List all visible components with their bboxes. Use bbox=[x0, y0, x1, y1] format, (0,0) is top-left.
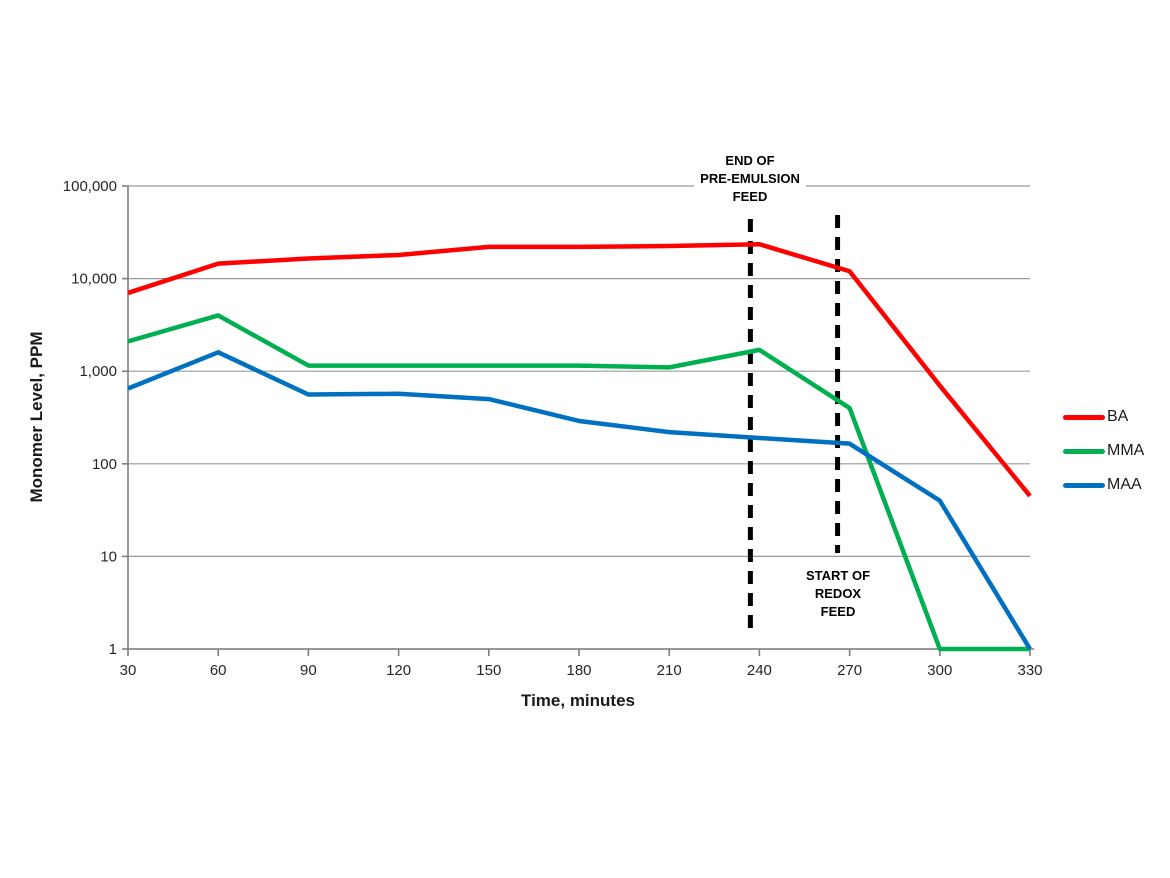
series-BA-line bbox=[127, 241, 1032, 498]
x-tick-label: 90 bbox=[300, 662, 317, 679]
y-tick-label: 1,000 bbox=[79, 363, 117, 380]
legend-item-MAA: MAA bbox=[1063, 468, 1144, 502]
y-tick-label: 100,000 bbox=[63, 178, 117, 195]
legend-swatch-MAA bbox=[1063, 482, 1105, 488]
x-axis-title: Time, minutes bbox=[521, 691, 635, 710]
x-tick-label: 150 bbox=[476, 662, 501, 679]
y-tick-label: 1 bbox=[109, 641, 117, 658]
x-tick-label: 30 bbox=[120, 662, 137, 679]
x-tick-label: 300 bbox=[927, 662, 952, 679]
legend-swatch-MMA bbox=[1063, 448, 1105, 454]
series-MAA-line bbox=[127, 350, 1032, 651]
y-axis-title: Monomer Level, PPM bbox=[27, 331, 46, 503]
x-tick-label: 270 bbox=[837, 662, 862, 679]
series-MMA-line bbox=[127, 313, 1030, 652]
annotation-end-of-pre-emulsion-feed: END OF PRE-EMULSION FEED bbox=[694, 152, 806, 206]
legend-label: MMA bbox=[1107, 442, 1145, 459]
annotation-start-of-redox-feed: START OF REDOX FEED bbox=[799, 567, 877, 621]
x-tick-label: 330 bbox=[1017, 662, 1042, 679]
legend-label: BA bbox=[1107, 408, 1129, 425]
x-tick-label: 60 bbox=[210, 662, 227, 679]
legend-item-MMA: MMA bbox=[1063, 434, 1144, 468]
legend-label: MAA bbox=[1107, 476, 1142, 493]
legend-swatch-BA bbox=[1063, 414, 1105, 420]
x-tick-label: 210 bbox=[657, 662, 682, 679]
x-tick-label: 120 bbox=[386, 662, 411, 679]
y-tick-label: 10,000 bbox=[71, 271, 117, 288]
y-tick-label: 10 bbox=[100, 548, 117, 565]
legend: BA MMA MAA bbox=[1063, 400, 1144, 502]
y-tick-label: 100 bbox=[92, 456, 117, 473]
legend-item-BA: BA bbox=[1063, 400, 1144, 434]
x-tick-label: 180 bbox=[566, 662, 591, 679]
x-tick-label: 240 bbox=[747, 662, 772, 679]
